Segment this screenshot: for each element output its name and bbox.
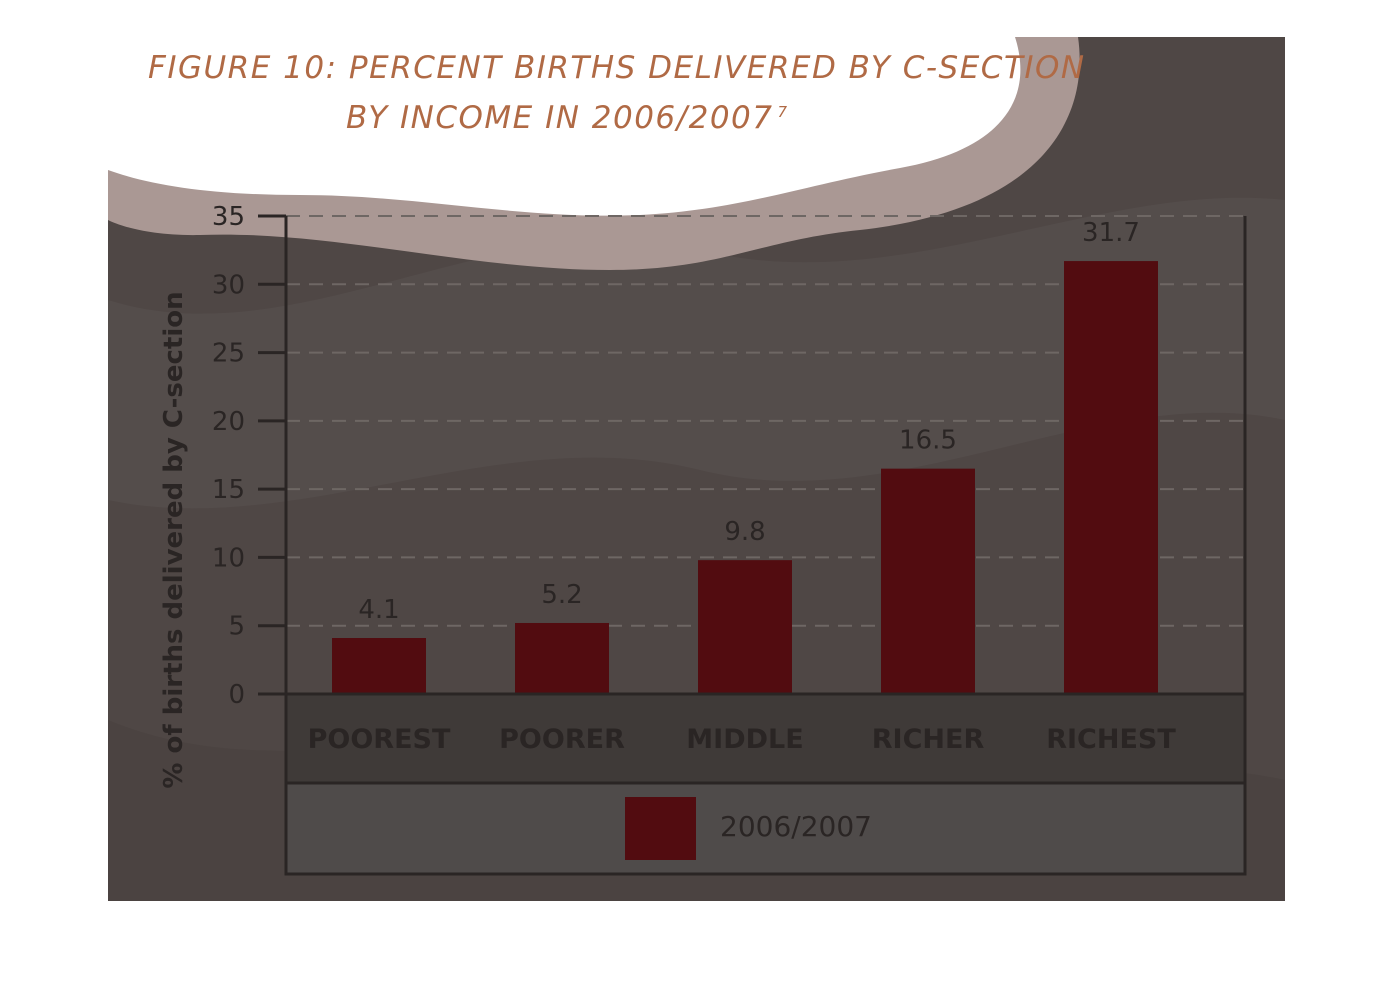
value-label: 31.7	[1082, 218, 1140, 248]
value-label: 4.1	[358, 595, 399, 625]
y-tick-label: 10	[212, 543, 245, 573]
legend-band	[284, 781, 1247, 876]
legend-entry: 2006/2007	[720, 810, 872, 843]
title-footnote: 7	[777, 102, 789, 121]
y-tick-label: 5	[228, 612, 245, 642]
y-tick-label: 15	[212, 475, 245, 505]
bar-middle	[698, 560, 792, 694]
bar-poorer	[515, 622, 609, 694]
category-label: POORER	[499, 724, 625, 755]
legend-swatch	[625, 797, 696, 860]
y-tick-label: 25	[212, 339, 245, 369]
category-labels: POOREST POORER MIDDLE RICHER RICHEST	[308, 724, 1177, 755]
chart-title-line-1: FIGURE 10: PERCENT BIRTHS DELIVERED BY C…	[148, 50, 1086, 86]
category-label: RICHER	[872, 724, 985, 755]
y-tick-label: 35	[212, 202, 245, 232]
category-label: POOREST	[308, 724, 451, 755]
bar-richest	[1064, 261, 1158, 694]
y-tick-label: 20	[212, 407, 245, 437]
y-axis-label: % of births delivered by C-section	[159, 291, 189, 788]
value-labels: 4.1 5.2 9.8 16.5 31.7	[358, 218, 1140, 625]
bars	[332, 261, 1158, 694]
value-label: 16.5	[899, 426, 957, 456]
y-tick-label: 30	[212, 270, 245, 300]
value-label: 9.8	[724, 517, 765, 547]
category-label: RICHEST	[1046, 724, 1176, 755]
y-axis-ticks: 0 5 10 15 20 25 30 35	[212, 202, 286, 710]
category-label: MIDDLE	[686, 724, 803, 755]
bar-richer	[881, 468, 975, 694]
bar-poorest	[332, 638, 426, 694]
chart-title-line-2: BY INCOME IN 2006/2007 7	[346, 100, 789, 136]
value-label: 5.2	[541, 580, 582, 610]
y-tick-label: 0	[228, 680, 245, 710]
